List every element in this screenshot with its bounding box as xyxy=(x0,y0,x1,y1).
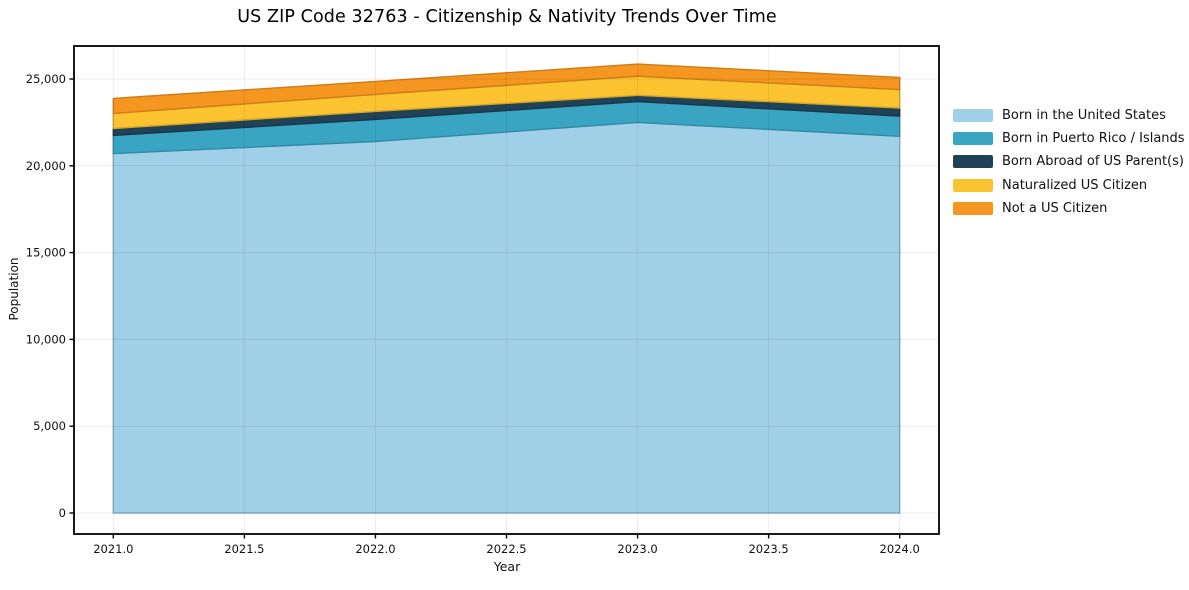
legend-swatch-icon xyxy=(953,178,993,192)
legend-swatch-icon xyxy=(953,201,993,215)
legend-label: Not a US Citizen xyxy=(1002,200,1108,216)
x-tick-label-2021.5: 2021.5 xyxy=(224,542,264,556)
x-tick-label-2024.0: 2024.0 xyxy=(880,542,920,556)
y-tick-label-5,000: 5,000 xyxy=(33,419,66,433)
y-axis-label: Population xyxy=(7,257,21,321)
legend-label: Naturalized US Citizen xyxy=(1002,177,1148,193)
area-not-a-us-citizen xyxy=(112,63,901,115)
x-tick-label-2022.0: 2022.0 xyxy=(355,542,395,556)
legend-label: Born in Puerto Rico / Islands xyxy=(1002,131,1185,147)
legend-item-not-a-us-citizen: Not a US Citizen xyxy=(953,197,1185,220)
legend-swatch-icon xyxy=(953,132,993,146)
x-tick-label-2023.5: 2023.5 xyxy=(748,542,788,556)
legend-item-born-in-puerto-rico-islands: Born in Puerto Rico / Islands xyxy=(953,127,1185,150)
legend-item-born-in-the-united-states: Born in the United States xyxy=(953,104,1185,127)
y-tick-label-15,000: 15,000 xyxy=(26,246,66,260)
legend-swatch-icon xyxy=(953,109,993,123)
x-tick-label-2023.0: 2023.0 xyxy=(617,542,657,556)
chart-title: US ZIP Code 32763 - Citizenship & Nativi… xyxy=(237,7,777,27)
x-tick-label-2022.5: 2022.5 xyxy=(486,542,526,556)
legend-label: Born Abroad of US Parent(s) xyxy=(1002,154,1184,170)
y-tick-label-25,000: 25,000 xyxy=(26,72,66,86)
legend-swatch-icon xyxy=(953,155,993,169)
x-tick-label-2021.0: 2021.0 xyxy=(93,542,133,556)
legend-label: Born in the United States xyxy=(1002,108,1166,124)
x-axis-label: Year xyxy=(493,559,521,574)
y-tick-label-20,000: 20,000 xyxy=(26,159,66,173)
y-tick-label-10,000: 10,000 xyxy=(26,332,66,346)
legend: Born in the United States Born in Puerto … xyxy=(953,104,1185,220)
legend-item-naturalized-us-citizen: Naturalized US Citizen xyxy=(953,174,1185,197)
y-tick-label-0: 0 xyxy=(59,506,66,520)
legend-item-born-abroad-of-us-parent-s: Born Abroad of US Parent(s) xyxy=(953,150,1185,173)
